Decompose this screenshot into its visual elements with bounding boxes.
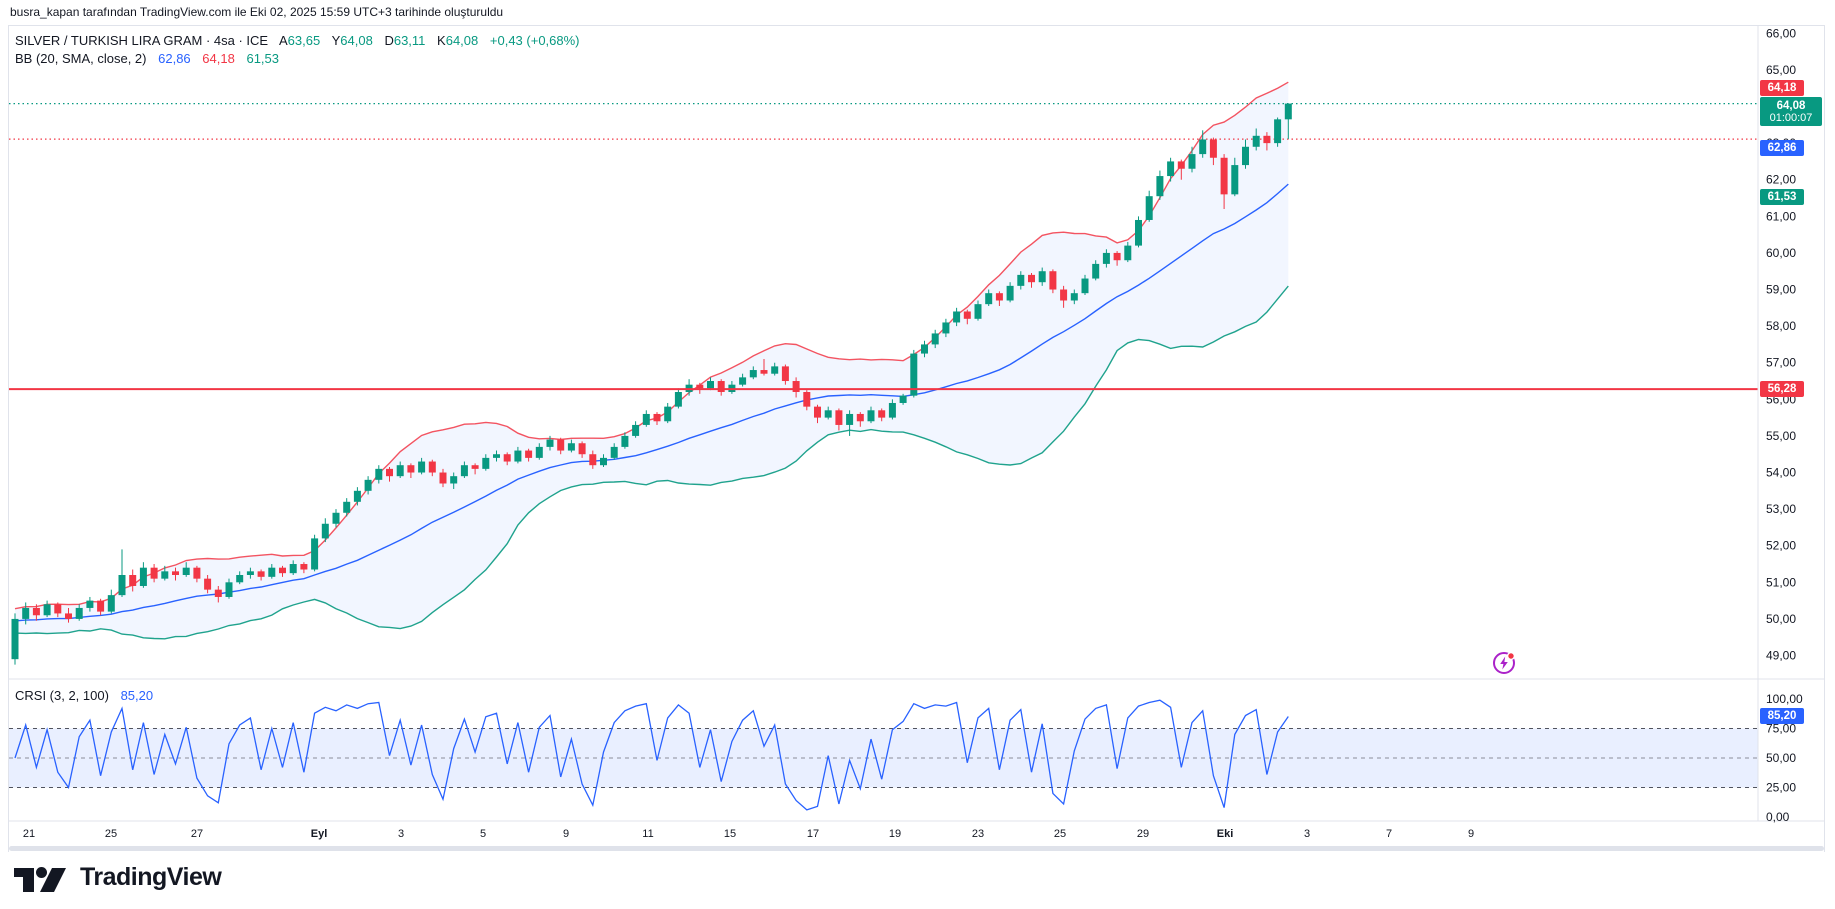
notification-dot-icon (1506, 651, 1516, 661)
time-tick-label: 27 (191, 828, 203, 840)
price-tick-label: 55,00 (1766, 429, 1796, 443)
attribution-text: busra_kapan tarafından TradingView.com i… (10, 5, 504, 19)
low-value: 63,11 (393, 33, 426, 48)
bb-basis-axis-badge: 62,86 (1760, 140, 1804, 156)
price-tick-label: 57,00 (1766, 356, 1796, 370)
time-tick-label: 3 (398, 828, 404, 840)
time-tick-label: 17 (807, 828, 819, 840)
crsi-tick-label: 25,00 (1766, 781, 1796, 795)
close-label: K (437, 33, 446, 48)
change-value: +0,43 (+0,68%) (489, 33, 580, 48)
crsi-value: 85,20 (120, 688, 154, 703)
crsi-pane-layer (9, 699, 1758, 811)
bb-indicator-title: BB (20, SMA, close, 2) (15, 51, 147, 66)
crsi-tick-label: 0,00 (1766, 810, 1790, 824)
bar-countdown: 01:00:07 (1769, 111, 1813, 124)
price-tick-label: 49,00 (1766, 649, 1796, 663)
price-tick-label: 66,00 (1766, 26, 1796, 40)
crsi-tick-label: 75,00 (1766, 722, 1796, 736)
bb-upper-value: 64,18 (202, 51, 235, 66)
bb-basis-value: 62,86 (158, 51, 191, 66)
close-value: 64,08 (445, 33, 479, 48)
lightning-icon (1500, 656, 1508, 670)
price-tick-label: 65,00 (1766, 63, 1796, 77)
price-tick-label: 61,00 (1766, 209, 1796, 223)
time-tick-label: 11 (642, 828, 653, 840)
open-label: A (279, 33, 288, 48)
time-tick-label: 19 (889, 828, 901, 840)
price-tick-label: 53,00 (1766, 502, 1796, 516)
bb-lower-value: 61,53 (246, 51, 280, 66)
crsi-legend-row: CRSI (3, 2, 100) 85,20 (15, 688, 153, 703)
time-tick-label: 7 (1386, 828, 1392, 840)
open-value: 63,65 (287, 33, 321, 48)
crsi-line (14, 699, 1289, 811)
bb-upper-axis-badge: 64,18 (1760, 80, 1804, 96)
time-axis[interactable]: 21 25 27 Eyl 3 5 9 11 15 17 19 23 25 29 Eki 3 7 9 (23, 828, 1474, 840)
price-tick-label: 58,00 (1766, 319, 1796, 333)
bb-fill-area (15, 82, 1289, 639)
crsi-tick-label: 100,00 (1766, 692, 1803, 706)
time-tick-label: 23 (972, 828, 984, 840)
chart-widget[interactable]: 66,0065,0064,0063,0062,0061,0060,0059,00… (8, 25, 1825, 852)
low-label: D (384, 33, 394, 48)
high-label: Y (331, 33, 341, 48)
time-tick-label: 9 (1468, 828, 1474, 840)
time-tick-label: 5 (480, 828, 486, 840)
price-tick-label: 59,00 (1766, 283, 1796, 297)
price-tick-label: 54,00 (1766, 466, 1796, 480)
bb-lower-axis-badge: 61,53 (1760, 189, 1804, 205)
last-price-axis-badge: 64,08 01:00:07 (1760, 97, 1822, 126)
time-tick-label: Eki (1217, 828, 1234, 840)
bollinger-bands-layer (14, 81, 1289, 640)
price-tick-label: 62,00 (1766, 173, 1796, 187)
price-tick-label: 50,00 (1766, 612, 1796, 626)
price-tick-label: 52,00 (1766, 539, 1796, 553)
crsi-indicator-title: CRSI (3, 2, 100) (15, 688, 109, 703)
time-tick-label: 3 (1304, 828, 1310, 840)
time-tick-label: 9 (563, 828, 569, 840)
crsi-axis-badge: 85,20 (1760, 708, 1804, 724)
chart-canvas[interactable]: 66,0065,0064,0063,0062,0061,0060,0059,00… (9, 26, 1824, 852)
high-value: 64,08 (340, 33, 373, 48)
footer[interactable]: TradingView (14, 860, 222, 894)
time-tick-label: 21 (23, 828, 35, 840)
flash-circle-icon (1493, 652, 1515, 674)
time-tick-label: 25 (105, 828, 117, 840)
price-lines-layer (9, 102, 1758, 140)
chart-bottom-border (9, 846, 1824, 851)
time-tick-label: 15 (724, 828, 736, 840)
chart-legend: SILVER / TURKISH LIRA GRAM · 4sa · ICE A… (15, 32, 580, 68)
crsi-tick-label: 50,00 (1766, 751, 1796, 765)
last-price-value: 64,08 (1776, 99, 1806, 112)
time-tick-label: Eyl (311, 828, 328, 840)
tradingview-logo-icon (14, 867, 66, 892)
price-tick-label: 51,00 (1766, 575, 1796, 589)
horizontal-line-axis-badge: 56,28 (1760, 381, 1804, 397)
bb-legend-row: BB (20, SMA, close, 2) 62,86 64,18 61,53 (15, 50, 580, 67)
time-tick-label: 29 (1137, 828, 1149, 840)
bb-lower-band-line (14, 285, 1289, 640)
time-tick-label: 25 (1054, 828, 1066, 840)
flash-ideas-button[interactable] (1492, 651, 1516, 675)
symbol-title: SILVER / TURKISH LIRA GRAM · 4sa · ICE (15, 33, 269, 48)
tradingview-brand-text: TradingView (80, 862, 222, 891)
price-tick-label: 60,00 (1766, 246, 1796, 260)
symbol-legend-row: SILVER / TURKISH LIRA GRAM · 4sa · ICE A… (15, 32, 580, 49)
bb-upper-band-line (14, 81, 1289, 610)
